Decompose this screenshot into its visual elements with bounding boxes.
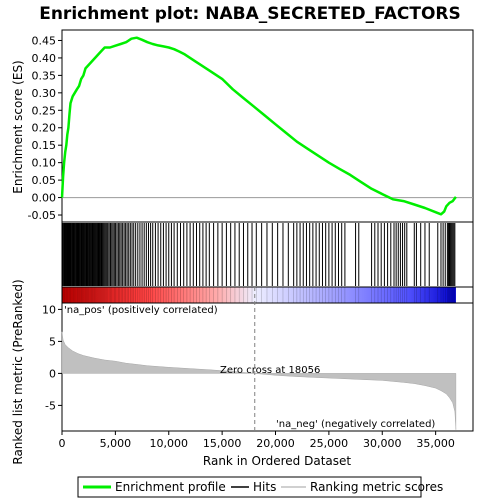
es-ytick-label: 0.00 [32,192,57,205]
rank-ytick-label: 10 [42,303,56,316]
es-ytick-label: 0.10 [32,157,57,170]
xtick-label: 20,000 [256,437,295,450]
x-axis-label: Rank in Ordered Dataset [203,454,351,468]
hits-panel [61,221,474,288]
legend: Enrichment profile Hits Ranking metric s… [77,476,443,498]
es-ytick-label: 0.20 [32,122,57,135]
zero-cross-label: Zero cross at 18056 [220,365,320,376]
es-ytick-label: -0.05 [28,209,56,222]
es-axis-label: Enrichment score (ES) [11,60,25,193]
enrichment-profile-line [60,36,457,216]
es-ytick-label: 0.25 [32,104,57,117]
es-ytick-label: 0.05 [32,174,57,187]
legend-box [77,476,422,498]
legend-metric-label: Ranking metric scores [310,480,443,494]
positive-correlation-label: 'na_pos' (positively correlated) [64,305,218,316]
ranking-axis-label: Ranked list metric (PreRanked) [11,279,25,464]
xtick-label: 25,000 [310,437,349,450]
ranking-metric-panel: -5 0 5 10 [42,287,474,432]
rank-color-bar [62,287,456,303]
es-plot-frame [61,29,474,223]
es-ytick-label: 0.40 [32,52,57,65]
negative-correlation-label: 'na_neg' (negatively correlated) [276,419,435,430]
xtick-label: 10,000 [150,437,189,450]
xtick-label: 15,000 [203,437,242,450]
chart-title: Enrichment plot: NABA_SECRETED_FACTORS [39,4,461,24]
rank-ytick-label: 5 [49,335,56,348]
rank-ytick-label: -5 [45,399,56,412]
es-ytick-label: 0.45 [32,34,57,47]
xtick-label: 0 [59,437,66,450]
es-panel: -0.05 0.00 0.05 0.10 0.15 0.20 0.25 0.30 0.35 0.4… [28,29,474,223]
xtick-label: 30,000 [363,437,402,450]
xtick-label: 35,000 [416,437,455,450]
x-axis: 0 5,000 10,000 15,000 20,000 25,000 30,000 35,0… [59,431,455,450]
es-ytick-label: 0.30 [32,87,57,100]
legend-profile-label: Enrichment profile [115,480,226,494]
es-ytick-label: 0.15 [32,139,57,152]
xtick-label: 5,000 [100,437,132,450]
legend-hits-label: Hits [253,480,276,494]
rank-ytick-label: 0 [49,367,56,380]
rank-color-band [61,286,474,304]
es-ytick-label: 0.35 [32,69,57,82]
